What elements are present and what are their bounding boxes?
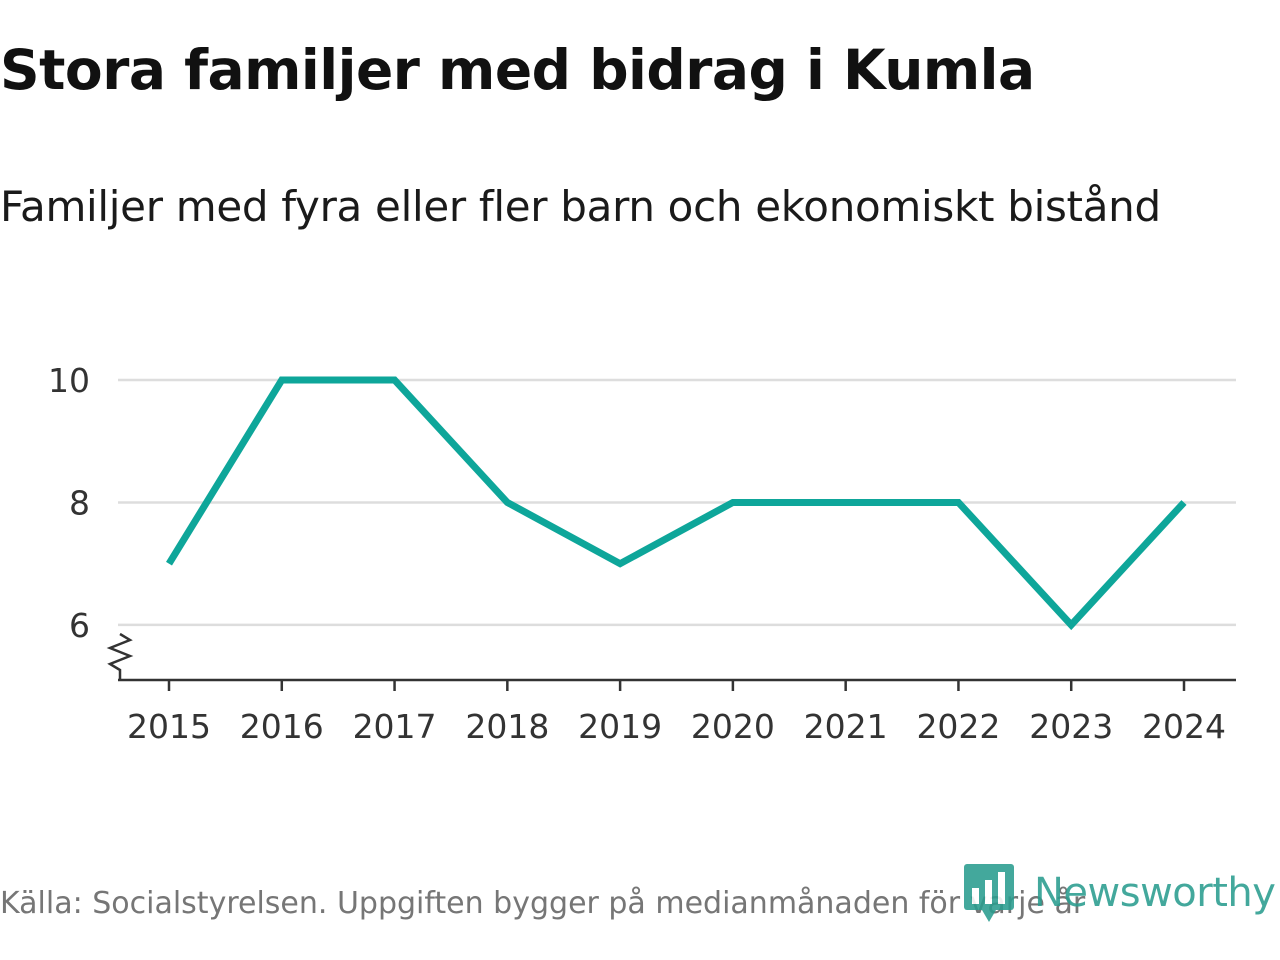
x-tick-label: 2017	[353, 707, 437, 746]
series-line	[166, 376, 1187, 631]
line-chart: 6 8 10 2015 2016 2017 2018 2019 2020 2021 2022 202…	[48, 361, 1236, 746]
x-axis	[106, 632, 1236, 682]
source-note: Källa: Socialstyrelsen. Uppgiften bygger…	[0, 886, 1086, 921]
y-tick-label: 8	[69, 483, 90, 522]
x-tick-label: 2015	[127, 707, 211, 746]
chart-title: Stora familjer med bidrag i Kumla	[0, 38, 1035, 102]
axis-break-icon	[106, 632, 134, 680]
x-tick-label: 2022	[916, 707, 1000, 746]
x-tick-label: 2019	[578, 707, 662, 746]
x-axis-ticks: 2015 2016 2017 2018 2019 2020 2021 2022 2023 2024	[127, 680, 1226, 746]
x-tick-label: 2021	[804, 707, 888, 746]
y-axis-ticks: 6 8 10	[48, 361, 90, 645]
y-tick-label: 6	[69, 606, 90, 645]
x-tick-label: 2020	[691, 707, 775, 746]
bar-chart-icon	[964, 864, 1014, 922]
newsworthy-logo: Newsworthy	[962, 862, 1276, 924]
logo-text: Newsworthy	[1034, 870, 1276, 916]
x-tick-label: 2016	[240, 707, 324, 746]
y-tick-label: 10	[48, 361, 90, 400]
x-tick-label: 2024	[1142, 707, 1226, 746]
gridlines	[118, 378, 1236, 627]
series-layer	[166, 376, 1187, 631]
x-tick-label: 2023	[1029, 707, 1113, 746]
chart-subtitle: Familjer med fyra eller fler barn och ek…	[0, 182, 1161, 231]
x-tick-label: 2018	[465, 707, 549, 746]
